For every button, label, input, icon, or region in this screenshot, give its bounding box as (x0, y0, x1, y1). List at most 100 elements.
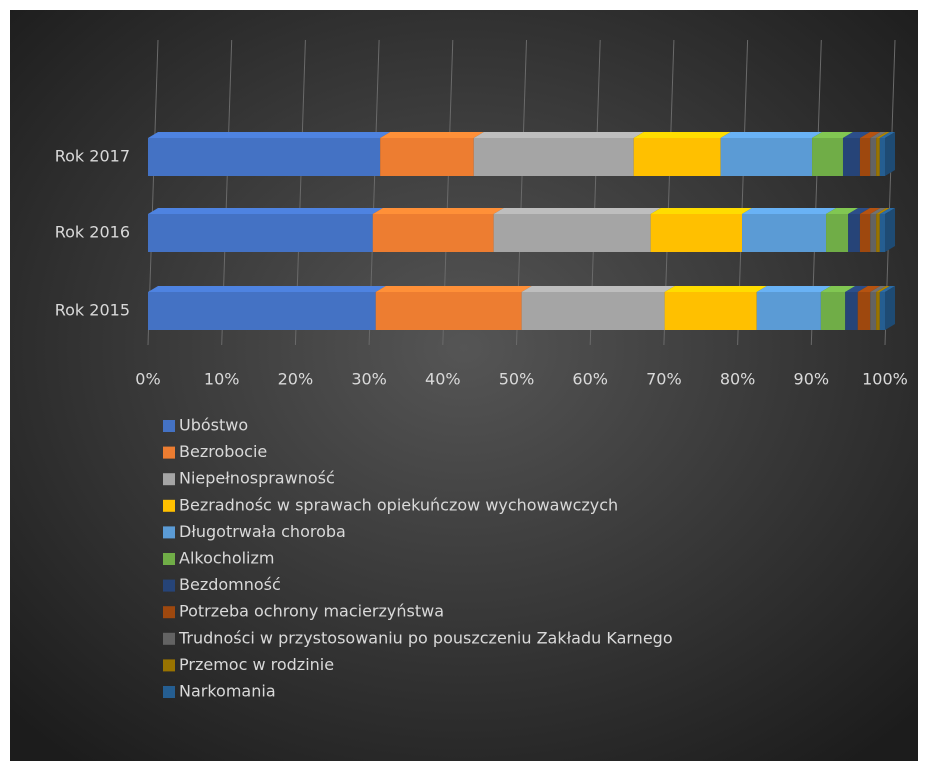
legend-label: Alkocholizm (179, 549, 274, 568)
bar (879, 292, 885, 330)
bar (848, 214, 860, 252)
bar (720, 138, 813, 176)
legend-label: Trudności w przystosowaniu po pouszczeni… (178, 628, 673, 647)
bar (756, 292, 821, 330)
bar-top (493, 208, 661, 214)
bar (842, 138, 860, 176)
legend-swatch (163, 499, 175, 512)
bar (633, 138, 721, 176)
bar (879, 214, 885, 252)
bar (664, 292, 757, 330)
bar-top (720, 132, 823, 138)
bar-top (650, 208, 753, 214)
bar-top (876, 286, 890, 292)
bar-top (148, 132, 391, 138)
legend-swatch (163, 526, 175, 539)
bar (148, 292, 376, 330)
y-tick-label: Rok 2016 (55, 223, 130, 242)
legend-label: Narkomania (179, 682, 276, 701)
legend-swatch (163, 579, 175, 592)
x-tick-label: 10% (204, 370, 240, 389)
legend-label: Długotrwała choroba (179, 522, 346, 541)
bar-top (633, 132, 731, 138)
x-tick-label: 80% (720, 370, 756, 389)
y-tick-label: Rok 2015 (55, 301, 130, 320)
bar-side (885, 132, 895, 176)
legend-label: Ubóstwo (179, 416, 248, 435)
bar-top (756, 286, 831, 292)
bar-top (876, 132, 890, 138)
labels: 0% 10% 20% 30% 40% 50% 60% 70% 80% 90% 100% Rok 201… (55, 147, 908, 701)
bar-top (859, 132, 881, 138)
bar (521, 292, 665, 330)
x-tick-label: 70% (646, 370, 682, 389)
x-tick-label: 0% (135, 370, 160, 389)
legend-label: Bezrobocie (179, 442, 267, 461)
bar (742, 214, 827, 252)
x-tick-label: 20% (278, 370, 314, 389)
bar (857, 292, 871, 330)
bar-top (372, 208, 504, 214)
bar-top (870, 132, 887, 138)
legend-swatch (163, 659, 175, 672)
bar (870, 214, 877, 252)
bar (870, 292, 877, 330)
legend-swatch (163, 553, 175, 565)
bar-top (826, 208, 859, 214)
bar (375, 292, 522, 330)
legend-swatch (163, 473, 175, 486)
bar (148, 138, 381, 176)
y-tick-label: Rok 2017 (55, 147, 130, 166)
bar (859, 214, 871, 252)
bar-top (879, 286, 895, 292)
bar-top (870, 286, 887, 292)
bar (493, 214, 651, 252)
legend-label: Bezradnośc w sprawach opiekuńczow wychow… (179, 495, 618, 514)
bar-top (857, 286, 881, 292)
legend-swatch (163, 420, 175, 432)
bar (859, 138, 871, 176)
x-tick-label: 60% (572, 370, 608, 389)
bar-top (148, 286, 386, 292)
bar (876, 138, 880, 176)
bar-top (842, 132, 870, 138)
bar (148, 214, 373, 252)
legend-swatch (163, 632, 175, 645)
bar (372, 214, 494, 252)
bar (845, 292, 858, 330)
bar (650, 214, 743, 252)
bar-side (885, 286, 895, 330)
legend-swatch (163, 606, 175, 619)
bar-top (845, 286, 868, 292)
bar-top (521, 286, 675, 292)
x-tick-label: 100% (862, 370, 908, 389)
bar (380, 138, 474, 176)
bar-top (380, 132, 484, 138)
bar-top (848, 208, 870, 214)
bar-top (812, 132, 853, 138)
x-tick-label: 90% (794, 370, 830, 389)
legend-label: Bezdomność (179, 575, 281, 594)
legend-label: Przemoc w rodzinie (179, 655, 334, 674)
legend-label: Niepełnosprawność (179, 469, 335, 488)
bar (812, 138, 843, 176)
bar-top (664, 286, 767, 292)
bar (826, 214, 849, 252)
bar-side (885, 208, 895, 252)
bar-top (870, 208, 887, 214)
bars (148, 132, 895, 330)
bar-top (879, 208, 895, 214)
legend-swatch (163, 686, 175, 698)
x-tick-label: 30% (351, 370, 387, 389)
legend-swatch (163, 446, 175, 459)
bar (870, 138, 877, 176)
bar (876, 214, 880, 252)
bar-top (859, 208, 881, 214)
bar-top (375, 286, 532, 292)
bar-top (742, 208, 837, 214)
bar (820, 292, 846, 330)
legend-label: Potrzeba ochrony macierzyństwa (179, 602, 444, 621)
bar (473, 138, 634, 176)
bar-top (879, 132, 895, 138)
